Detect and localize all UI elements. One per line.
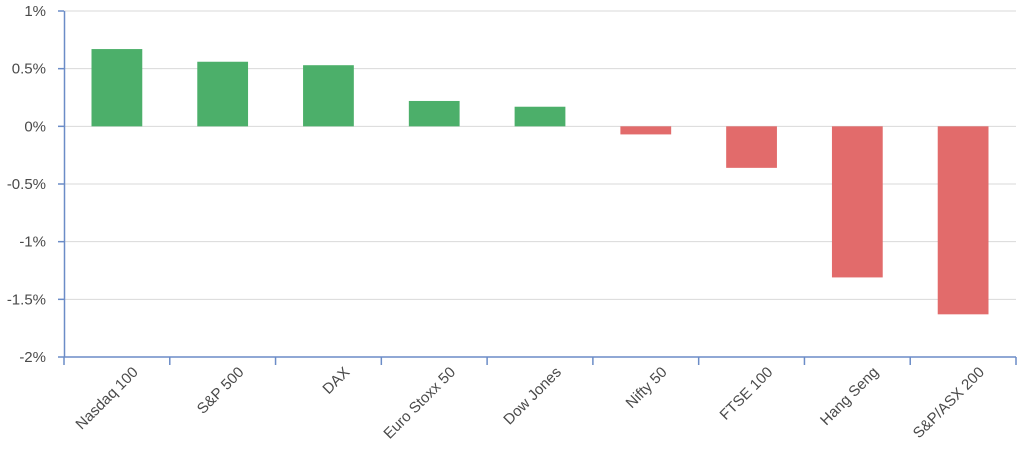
y-tick-labels: 1% 0.5% 0% -0.5% -1% -1.5% -2% xyxy=(7,3,46,366)
bar xyxy=(91,49,143,127)
y-tick-label: 0.5% xyxy=(12,61,46,78)
bar xyxy=(831,126,883,278)
x-category-label: DAX xyxy=(319,364,353,398)
x-category-label: FTSE 100 xyxy=(717,364,777,424)
y-tick-label: -1% xyxy=(19,234,46,251)
y-tick-label: -1.5% xyxy=(7,291,46,308)
bar xyxy=(303,65,354,127)
bar xyxy=(937,126,989,315)
y-tick-label: -0.5% xyxy=(7,176,46,193)
y-tick-label: -2% xyxy=(19,349,46,366)
bar xyxy=(620,126,672,135)
bar xyxy=(726,126,777,168)
x-category-label: Nasdaq 100 xyxy=(72,364,141,433)
bars xyxy=(91,49,989,315)
x-category-label: Nifty 50 xyxy=(623,364,671,412)
x-category-label: Euro Stoxx 50 xyxy=(380,364,459,443)
bar xyxy=(514,106,566,127)
y-tick-label: 1% xyxy=(24,3,46,20)
x-category-label: Hang Seng xyxy=(817,364,882,429)
bar xyxy=(197,61,249,127)
x-category-label: S&P 500 xyxy=(194,364,248,418)
y-tick-label: 0% xyxy=(24,118,46,135)
x-category-label: S&P/ASX 200 xyxy=(910,364,988,442)
x-category-labels: Nasdaq 100 S&P 500 DAX Euro Stoxx 50 Dow Jon… xyxy=(72,364,987,443)
axes xyxy=(58,10,1017,365)
x-category-label: Dow Jones xyxy=(500,364,564,428)
bar xyxy=(408,100,460,127)
